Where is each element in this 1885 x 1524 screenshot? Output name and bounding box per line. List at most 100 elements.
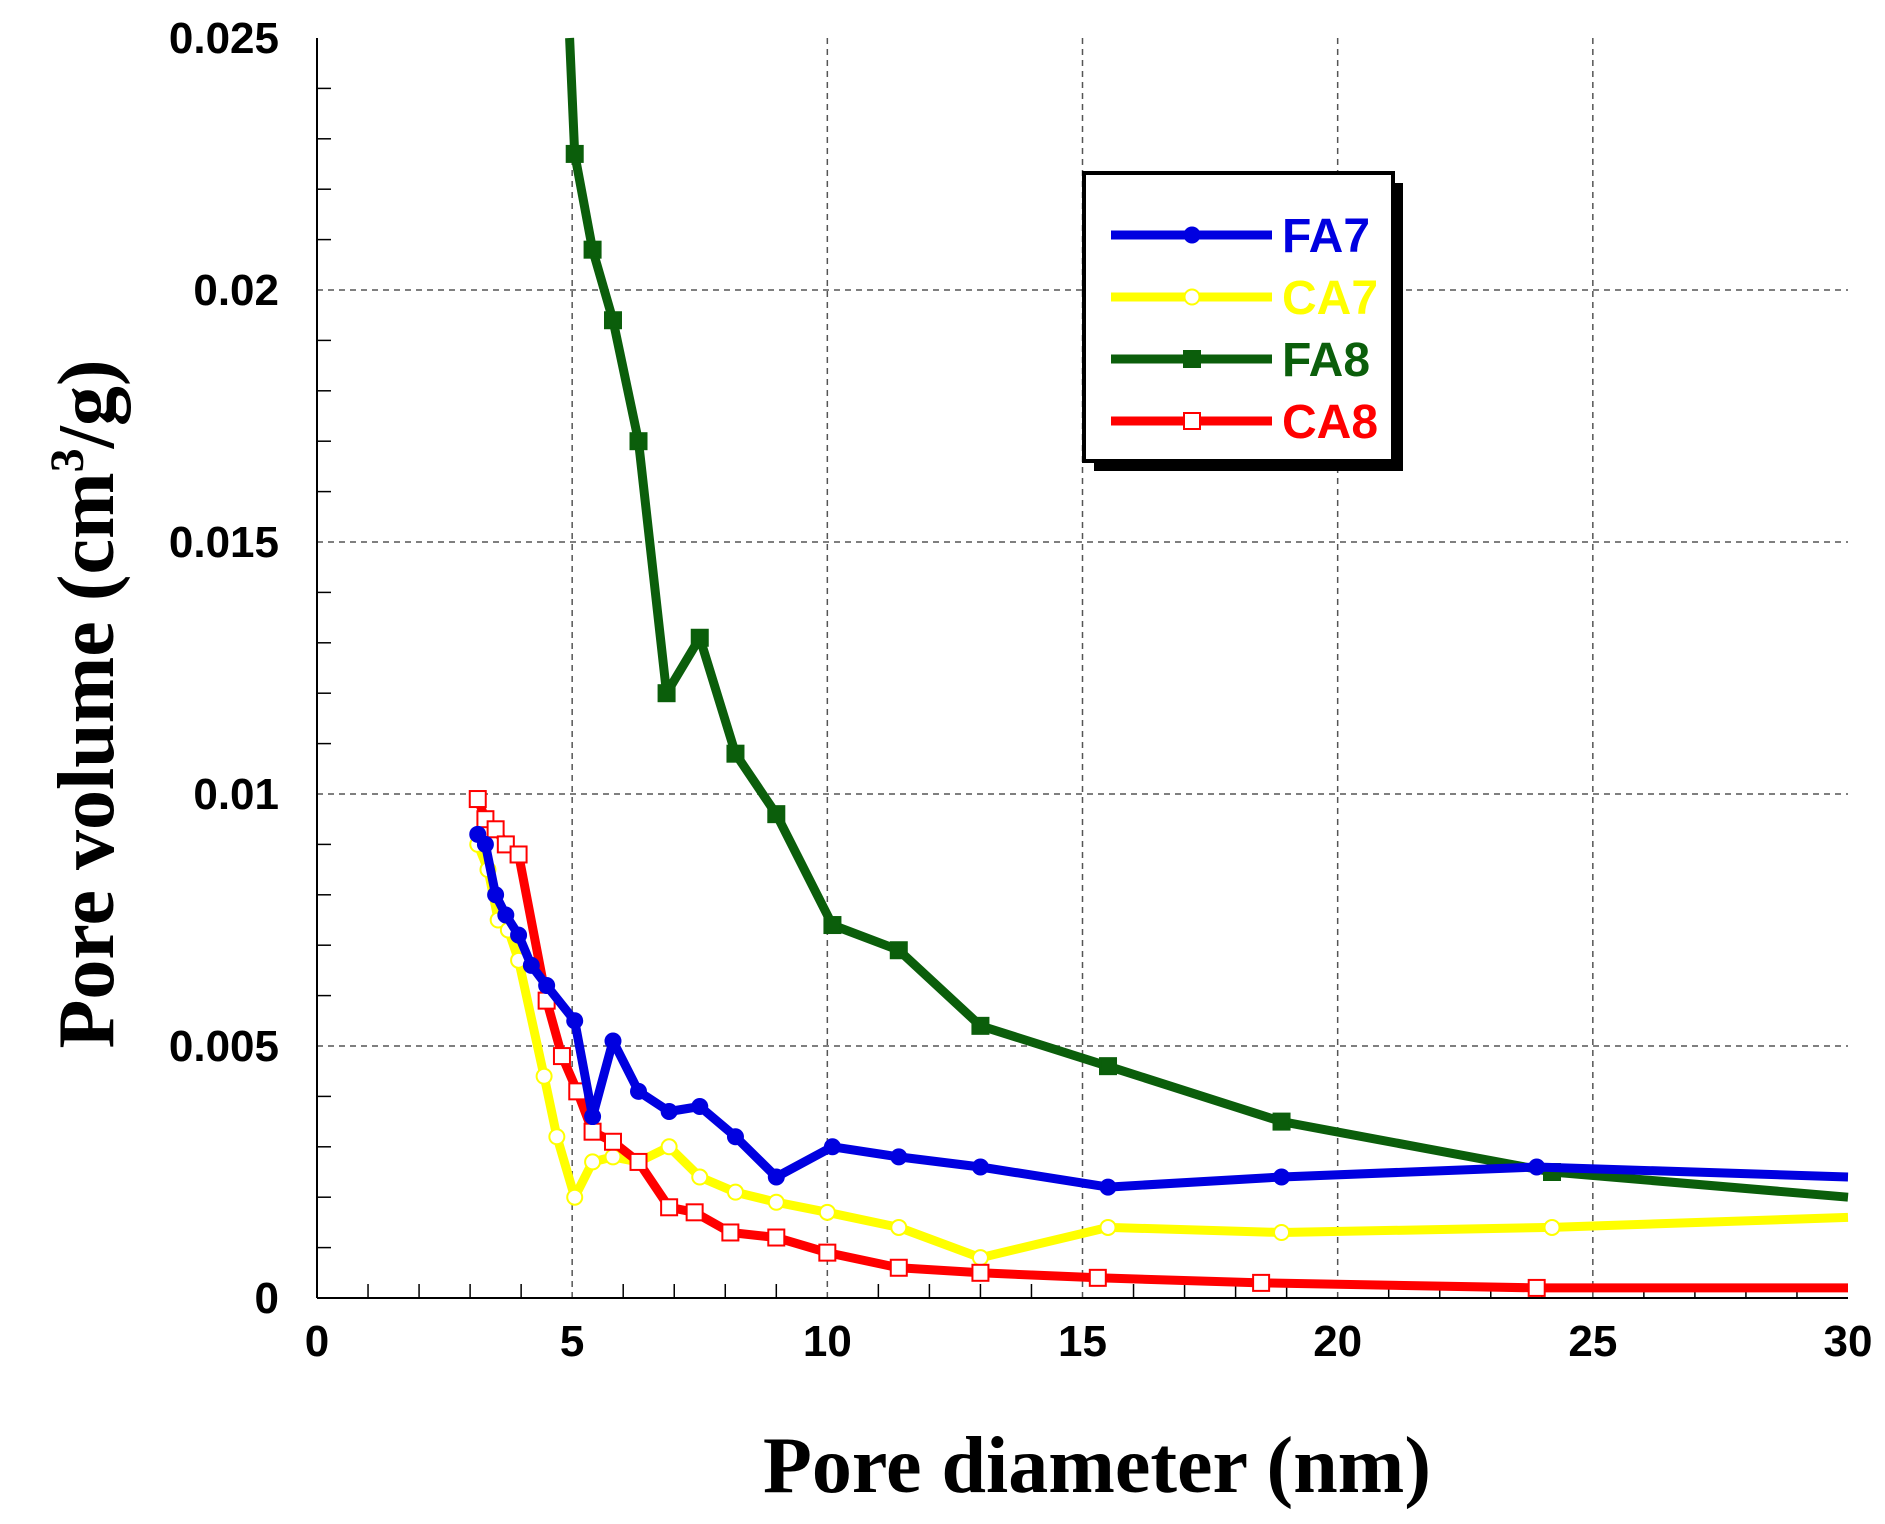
x-tick-label: 20 xyxy=(1313,1317,1362,1366)
data-point-fa7 xyxy=(660,1103,678,1121)
axes: 0 5 10 15 20 25 30 0 0.005 0.01 0.015 0.02 0.025 xyxy=(169,14,1873,1366)
data-point-fa7 xyxy=(566,1012,584,1030)
y-tick-label: 0.025 xyxy=(169,14,279,63)
series-fa7 xyxy=(469,825,1849,1196)
series-fa8 xyxy=(565,37,1849,1202)
x-axis-title: Pore diameter (nm) xyxy=(763,1422,1431,1510)
data-point-fa8 xyxy=(889,941,908,960)
x-tick-label: 15 xyxy=(1058,1317,1107,1366)
legend-label-fa8: FA8 xyxy=(1282,334,1370,387)
data-point-fa7 xyxy=(487,886,505,904)
data-point-fa7 xyxy=(476,835,494,853)
data-point-fa8 xyxy=(657,684,676,703)
data-point-fa7 xyxy=(1099,1178,1117,1196)
data-series xyxy=(468,37,1849,1297)
data-point-ca8 xyxy=(1088,1268,1107,1287)
data-point-fa7 xyxy=(823,1138,841,1156)
x-tick-label: 10 xyxy=(803,1317,852,1366)
data-point-ca8 xyxy=(486,820,505,839)
data-point-ca7 xyxy=(691,1168,709,1186)
y-tick-label: 0.02 xyxy=(193,266,279,315)
data-point-fa7 xyxy=(890,1148,908,1166)
data-point-ca8 xyxy=(468,790,487,809)
data-point-ca7 xyxy=(584,1153,602,1171)
legend-marker-ca8 xyxy=(1183,412,1201,430)
data-point-fa7 xyxy=(510,926,528,944)
data-point-ca7 xyxy=(767,1193,785,1211)
data-point-ca7 xyxy=(660,1138,678,1156)
data-point-fa8 xyxy=(767,805,786,824)
x-tick-label: 30 xyxy=(1824,1317,1873,1366)
data-point-ca8 xyxy=(583,1122,602,1141)
data-point-fa7 xyxy=(1273,1168,1291,1186)
data-point-ca8 xyxy=(767,1228,786,1247)
data-point-fa8 xyxy=(603,311,622,330)
y-axis-title-prefix: Pore volume (cm xyxy=(43,472,131,1048)
y-axis-title: Pore volume (cm3/g) xyxy=(41,360,131,1049)
data-point-fa7 xyxy=(971,1158,989,1176)
data-point-fa8 xyxy=(583,240,602,259)
series-ca8 xyxy=(468,790,1848,1297)
data-point-ca8 xyxy=(603,1132,622,1151)
legend-item-fa8: FA8 xyxy=(1111,334,1370,387)
data-point-ca7 xyxy=(818,1203,836,1221)
legend-label-ca7: CA7 xyxy=(1282,272,1378,325)
legend-marker-fa7 xyxy=(1183,226,1201,244)
data-point-fa8 xyxy=(690,628,709,647)
legend-item-ca7: CA7 xyxy=(1111,272,1378,325)
x-tick-label: 5 xyxy=(560,1317,584,1366)
data-point-fa7 xyxy=(538,977,556,995)
legend: FA7 CA7 FA8 CA8 xyxy=(1082,171,1403,471)
data-point-fa7 xyxy=(522,956,540,974)
data-point-ca7 xyxy=(535,1067,553,1085)
data-point-fa7 xyxy=(1528,1158,1546,1176)
series-line-ca7 xyxy=(473,842,1849,1263)
data-point-ca7 xyxy=(1543,1218,1561,1236)
data-point-fa8 xyxy=(1099,1057,1118,1076)
data-point-ca8 xyxy=(889,1258,908,1277)
data-point-fa8 xyxy=(823,916,842,935)
data-point-ca8 xyxy=(1527,1278,1546,1297)
data-point-ca7 xyxy=(726,1183,744,1201)
data-point-ca8 xyxy=(660,1198,679,1217)
data-point-fa7 xyxy=(767,1168,785,1186)
data-point-ca8 xyxy=(552,1047,571,1066)
legend-label-fa7: FA7 xyxy=(1282,210,1370,263)
legend-item-fa7: FA7 xyxy=(1111,210,1370,263)
data-point-fa7 xyxy=(630,1082,648,1100)
data-point-ca8 xyxy=(818,1243,837,1262)
data-point-fa7 xyxy=(584,1108,602,1126)
data-point-ca7 xyxy=(548,1128,566,1146)
y-tick-label: 0.005 xyxy=(169,1022,279,1071)
data-point-ca7 xyxy=(566,1188,584,1206)
data-point-ca7 xyxy=(890,1218,908,1236)
data-point-fa7 xyxy=(726,1128,744,1146)
data-point-fa7 xyxy=(691,1097,709,1115)
y-tick-label: 0.015 xyxy=(169,518,279,567)
data-point-fa7 xyxy=(604,1032,622,1050)
data-point-fa7 xyxy=(497,906,515,924)
data-point-ca8 xyxy=(685,1203,704,1222)
data-point-ca7 xyxy=(1273,1223,1291,1241)
legend-label-ca8: CA8 xyxy=(1282,396,1378,449)
y-axis-title-suffix: /g) xyxy=(43,360,131,450)
data-point-ca8 xyxy=(509,845,528,864)
x-tick-label: 25 xyxy=(1568,1317,1617,1366)
legend-marker-fa8 xyxy=(1183,350,1201,368)
data-point-fa8 xyxy=(629,432,648,451)
data-point-fa8 xyxy=(971,1016,990,1035)
data-point-ca8 xyxy=(971,1263,990,1282)
x-tick-label: 0 xyxy=(305,1317,329,1366)
data-point-fa8 xyxy=(1272,1112,1291,1131)
data-point-ca8 xyxy=(721,1223,740,1242)
data-point-fa8 xyxy=(726,744,745,763)
data-point-ca8 xyxy=(629,1152,648,1171)
y-axis-title-superscript: 3 xyxy=(41,448,94,472)
data-point-fa8 xyxy=(565,144,584,163)
legend-box xyxy=(1082,171,1395,463)
y-tick-label: 0.01 xyxy=(193,770,279,819)
legend-marker-ca7 xyxy=(1183,288,1201,306)
data-point-ca7 xyxy=(1099,1218,1117,1236)
